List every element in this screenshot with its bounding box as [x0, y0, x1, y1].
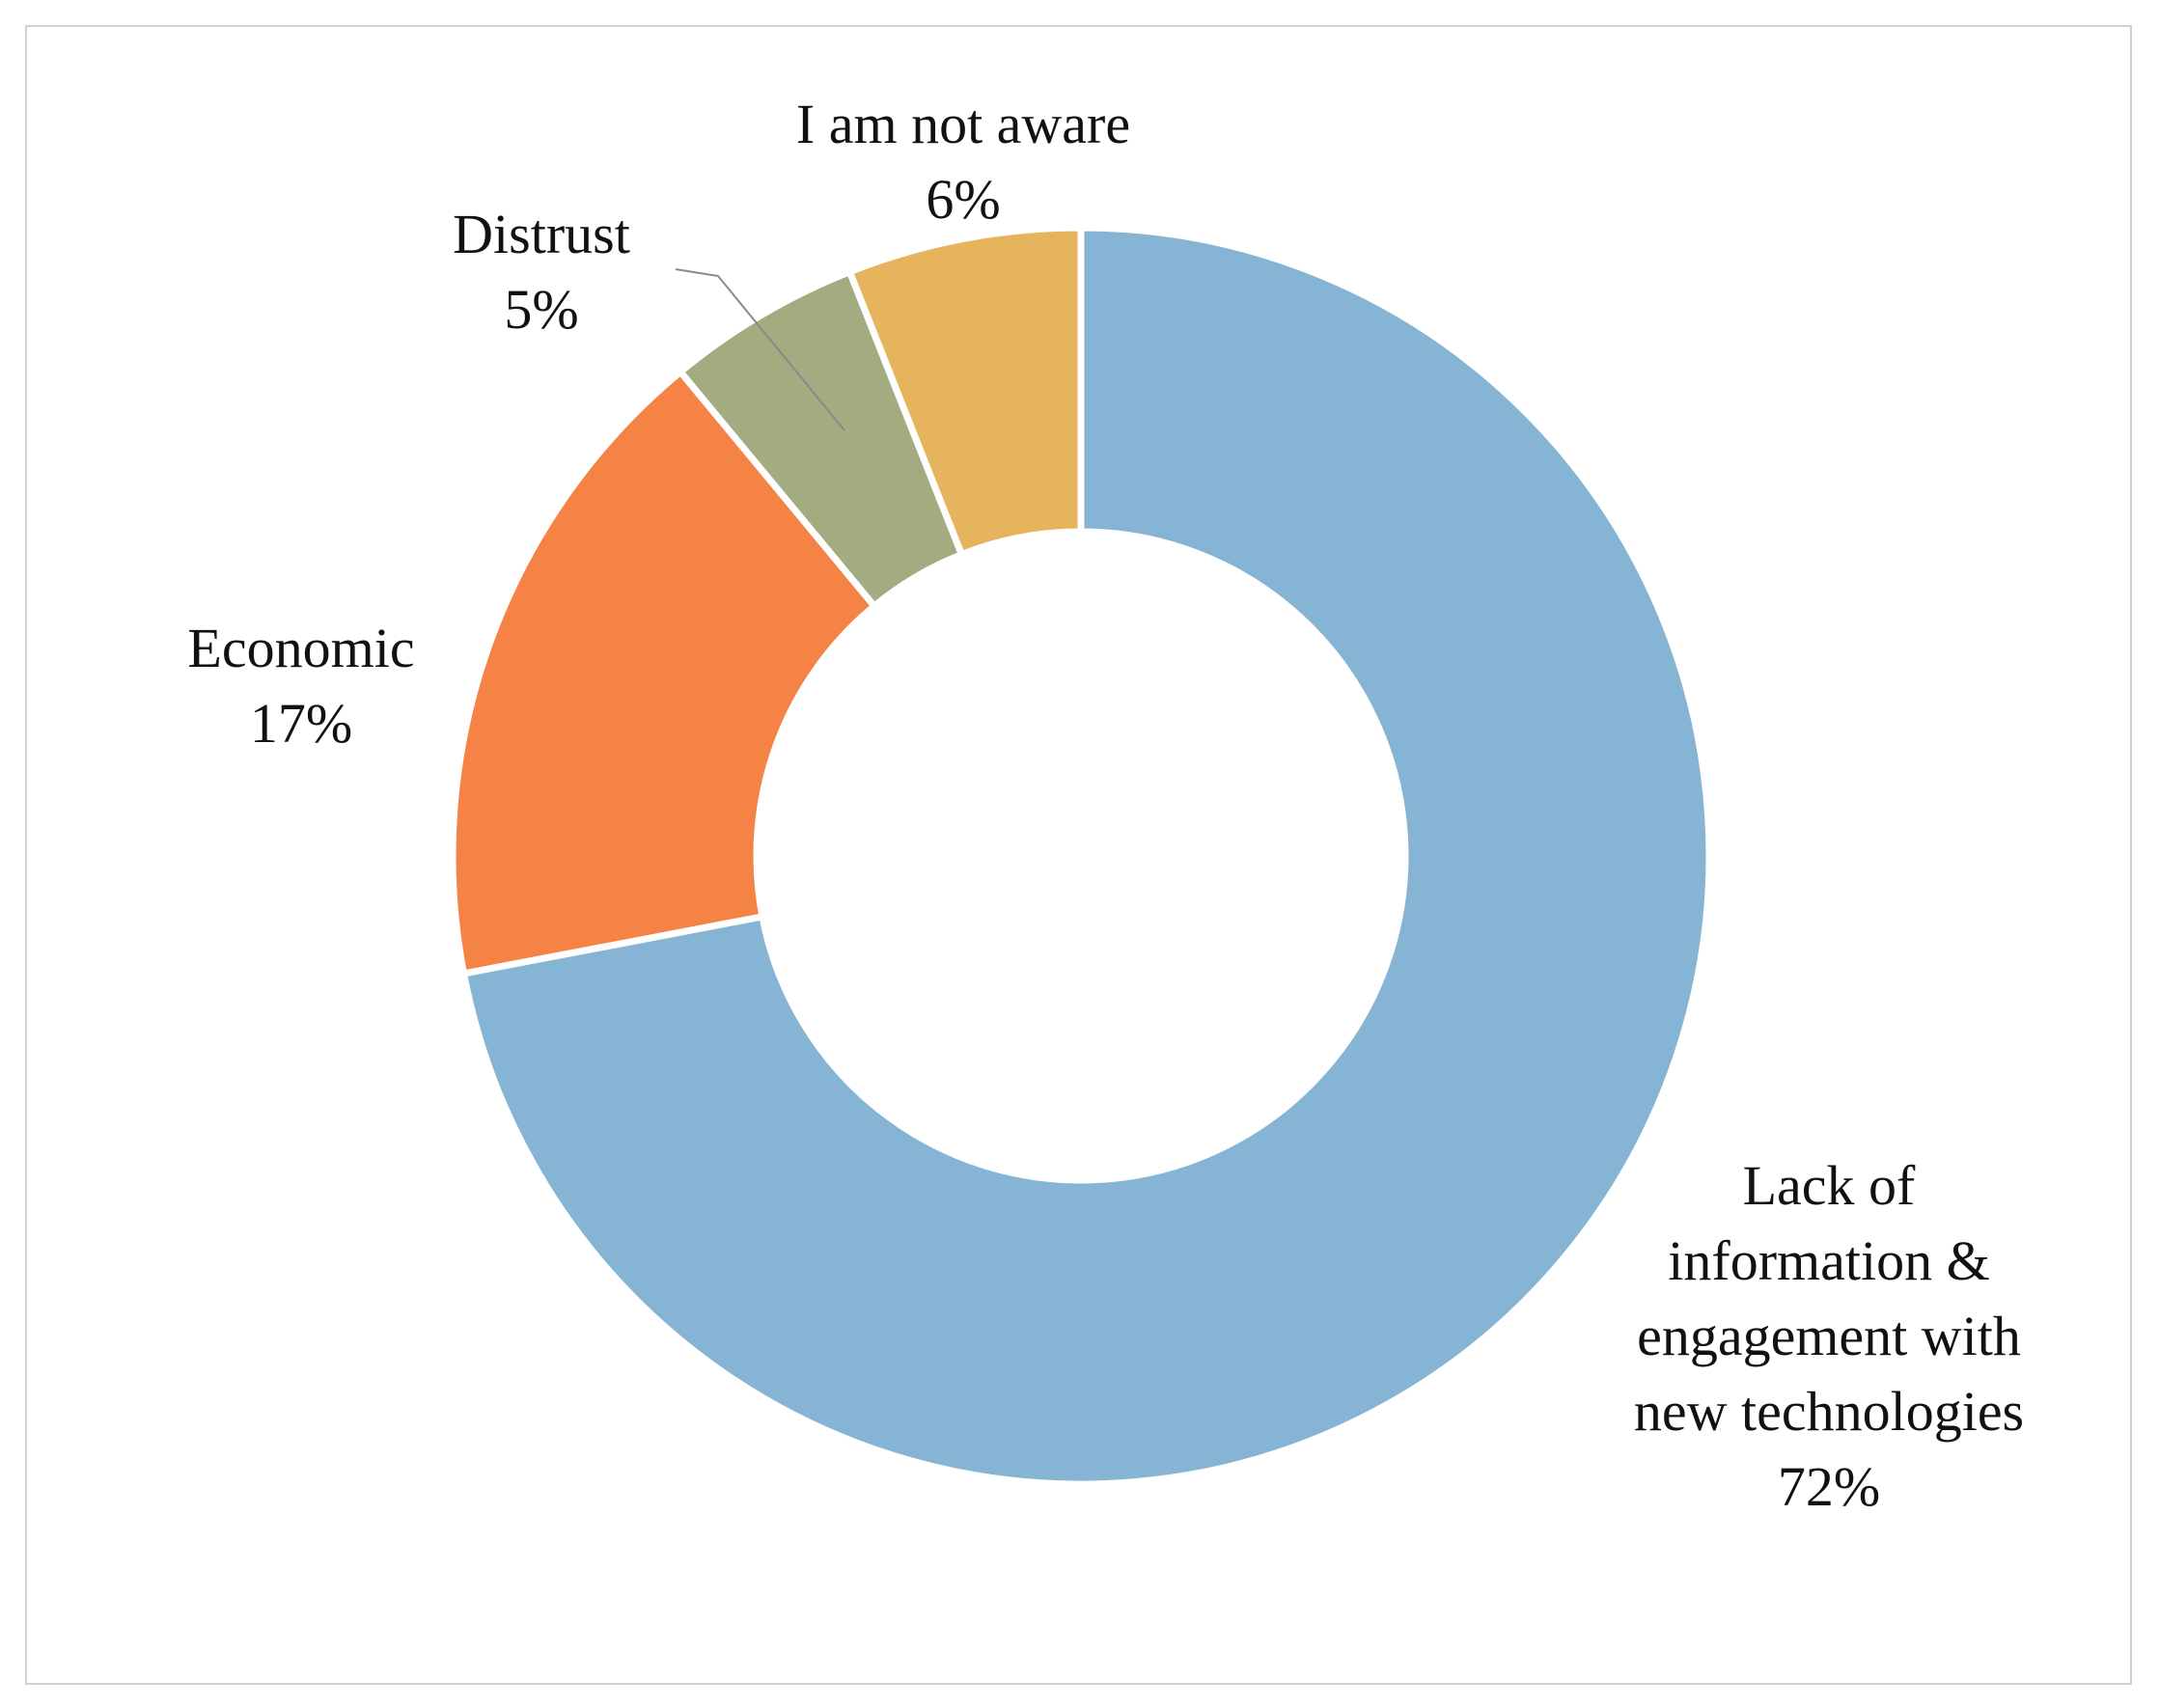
donut-slice [676, 267, 966, 612]
leader-line [675, 268, 845, 431]
category-label: Distrust [453, 203, 630, 265]
category-label: I am not aware [795, 93, 1131, 155]
slice-label: Distrust 5% [387, 197, 696, 347]
chart-frame [25, 25, 2132, 1685]
value-label: 5% [504, 278, 579, 341]
value-label: 17% [249, 692, 353, 755]
value-label: 6% [926, 168, 1001, 231]
donut-slice [459, 224, 1713, 1488]
slice-label: Lack of information & engagement with ne… [1617, 1148, 2041, 1525]
slice-label: I am not aware 6% [741, 87, 1185, 237]
value-label: 72% [1777, 1455, 1881, 1518]
category-label: Lack of information & engagement with ne… [1633, 1154, 2025, 1443]
slice-label: Economic 17% [147, 611, 456, 761]
donut-slice [449, 367, 879, 978]
category-label: Economic [187, 617, 415, 679]
